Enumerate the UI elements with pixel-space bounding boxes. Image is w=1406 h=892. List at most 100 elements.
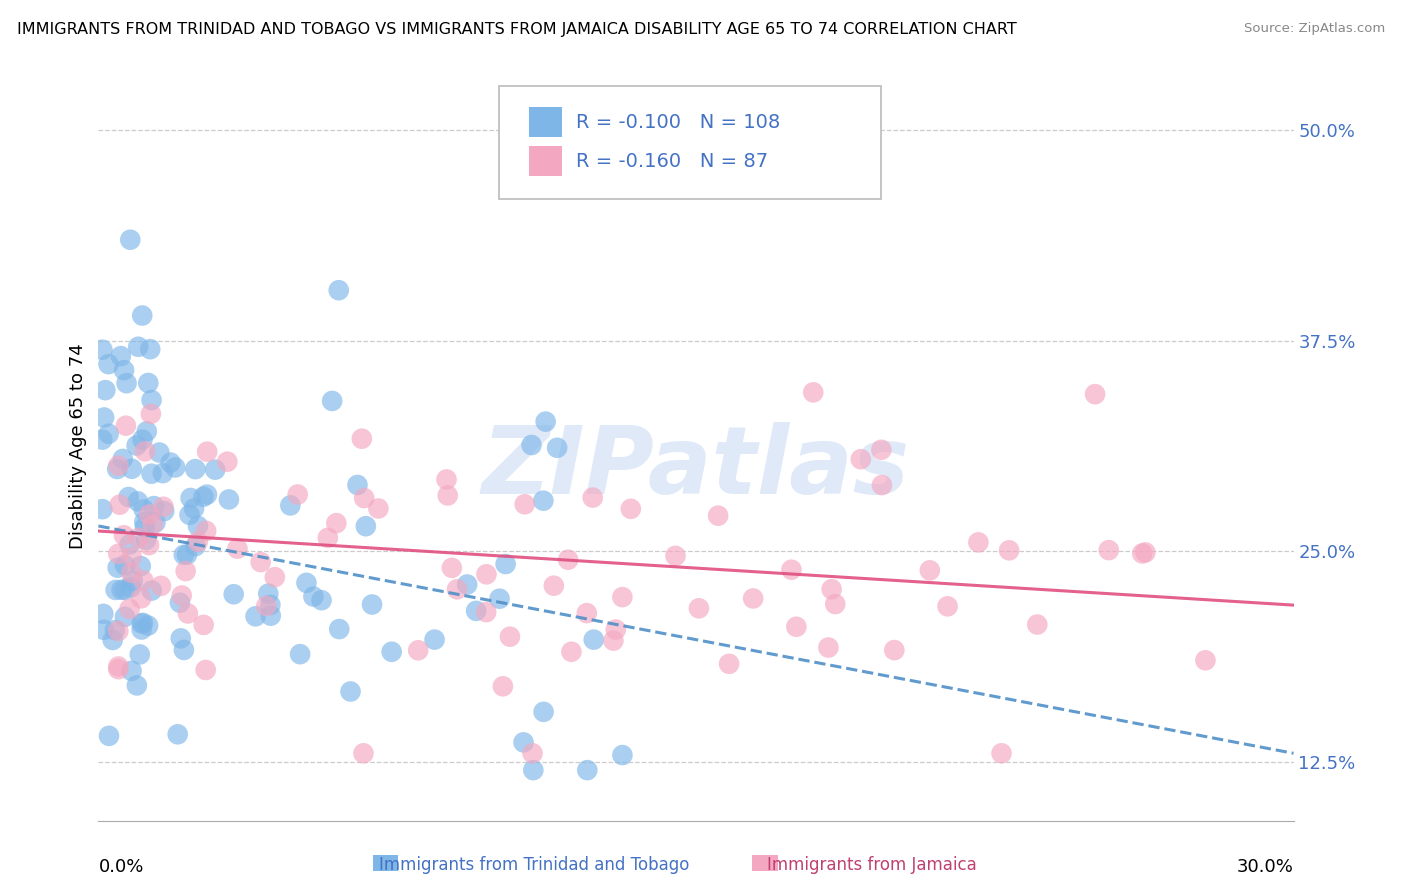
Point <box>120 581 142 595</box>
Point <box>97 426 120 441</box>
Point <box>1130 546 1153 560</box>
Point <box>522 763 544 777</box>
Point <box>139 407 162 421</box>
Point <box>110 582 132 597</box>
Point <box>520 438 543 452</box>
Point <box>166 727 188 741</box>
Point <box>184 539 207 553</box>
Point <box>107 560 129 574</box>
Point <box>114 558 136 573</box>
Point <box>546 441 568 455</box>
Point <box>125 678 148 692</box>
Point <box>718 657 741 671</box>
Point <box>134 444 156 458</box>
Point <box>287 487 309 501</box>
Point <box>104 623 127 637</box>
Point <box>664 549 686 563</box>
Point <box>131 623 153 637</box>
Point <box>456 577 478 591</box>
Point <box>870 442 893 457</box>
Point <box>152 466 174 480</box>
Point <box>436 472 458 486</box>
Point <box>280 499 302 513</box>
Point <box>111 451 134 466</box>
Point <box>187 534 209 549</box>
Point <box>522 746 544 760</box>
Point <box>967 535 990 549</box>
Point <box>121 462 143 476</box>
Point <box>742 591 765 606</box>
Point <box>139 342 162 356</box>
Point <box>260 608 283 623</box>
Point <box>321 393 343 408</box>
Point <box>936 599 959 614</box>
Point <box>367 501 389 516</box>
Bar <box>529 146 562 177</box>
Point <box>117 490 139 504</box>
Point <box>176 548 198 562</box>
Point <box>97 357 120 371</box>
Point <box>98 729 121 743</box>
Point <box>1026 617 1049 632</box>
Point <box>259 598 281 612</box>
Point <box>131 309 153 323</box>
Point <box>295 575 318 590</box>
Point <box>582 491 605 505</box>
Point <box>226 541 249 556</box>
Point <box>135 533 157 547</box>
Point <box>121 664 143 678</box>
Point <box>612 590 634 604</box>
Point <box>918 563 941 577</box>
Point <box>605 623 627 637</box>
Point <box>131 433 153 447</box>
Point <box>543 579 565 593</box>
Point <box>112 528 135 542</box>
Point <box>114 609 136 624</box>
Point <box>129 559 152 574</box>
Point <box>1135 545 1157 559</box>
Point <box>145 516 167 530</box>
Point <box>104 582 127 597</box>
Point <box>105 462 128 476</box>
FancyBboxPatch shape <box>499 87 882 199</box>
Point <box>495 557 517 571</box>
Point <box>302 590 325 604</box>
Point <box>575 606 598 620</box>
Point <box>127 340 149 354</box>
Point <box>195 524 218 538</box>
Point <box>1194 653 1216 667</box>
Point <box>475 605 498 619</box>
Point <box>115 376 138 391</box>
Point <box>128 648 150 662</box>
Point <box>93 623 115 637</box>
Point <box>136 618 159 632</box>
Point <box>173 548 195 562</box>
Point <box>170 589 193 603</box>
Point <box>512 735 534 749</box>
Point <box>582 632 605 647</box>
Point <box>531 493 554 508</box>
Point <box>612 748 634 763</box>
Point <box>177 607 200 621</box>
Text: R = -0.100   N = 108: R = -0.100 N = 108 <box>576 112 780 132</box>
Point <box>354 519 377 533</box>
Point <box>707 508 730 523</box>
Point <box>534 415 557 429</box>
Point <box>288 647 311 661</box>
Point <box>257 587 280 601</box>
Point <box>998 543 1021 558</box>
Point <box>118 602 141 616</box>
Point <box>179 508 201 522</box>
Point <box>135 425 157 439</box>
Point <box>849 452 872 467</box>
Point <box>557 552 579 566</box>
Point <box>153 504 176 518</box>
Point <box>129 591 152 606</box>
Point <box>533 705 555 719</box>
Point <box>107 458 129 473</box>
Text: ZIPatlas: ZIPatlas <box>482 423 910 515</box>
Point <box>141 583 163 598</box>
Point <box>132 502 155 516</box>
Point <box>142 499 165 513</box>
Point <box>131 616 153 631</box>
